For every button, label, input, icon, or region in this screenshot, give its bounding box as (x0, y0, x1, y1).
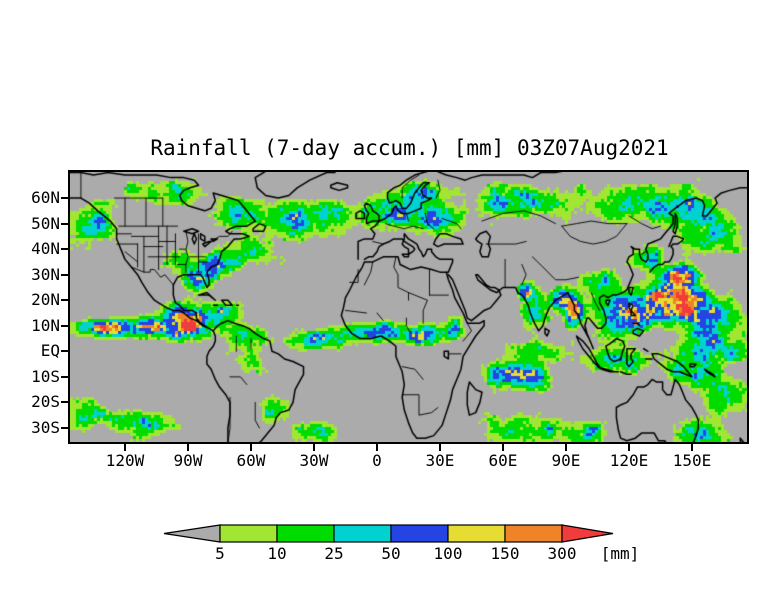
lat-tick-label: EQ (40, 341, 60, 361)
colorbar-level-label: 5 (215, 544, 225, 563)
colorbar-bin (390, 524, 449, 543)
lon-tick-label: 90W (173, 451, 203, 470)
lat-tick-label: 40N (31, 239, 60, 259)
lat-tick-label: 20S (31, 392, 60, 412)
colorbar-level-label: 100 (433, 544, 463, 563)
rainfall-map-canvas (70, 172, 747, 442)
map-frame (68, 170, 749, 444)
colorbar-level-label: 300 (547, 544, 577, 563)
lat-tick-label: 60N (31, 188, 60, 208)
lon-tick-label: 60E (488, 451, 518, 470)
lat-tick-label: 10N (31, 315, 60, 335)
lon-tick-mark (627, 444, 630, 451)
lat-tick-label: 30S (31, 417, 60, 437)
lat-tick-label: 10S (31, 366, 60, 386)
colorbar-bin (219, 524, 278, 543)
lon-tick-label: 150E (672, 451, 712, 470)
lon-tick-label: 120W (105, 451, 145, 470)
lon-tick-mark (564, 444, 567, 451)
colorbar-bar (163, 524, 614, 543)
colorbar-unit-label: [mm] (600, 544, 640, 563)
colorbar-level-label: 150 (490, 544, 520, 563)
lat-tick-label: 30N (31, 264, 60, 284)
colorbar-bin (276, 524, 335, 543)
lon-tick-mark (124, 444, 127, 451)
lon-tick-mark (690, 444, 693, 451)
lat-tick-label: 50N (31, 213, 60, 233)
colorbar-level-label: 25 (324, 544, 344, 563)
colorbar-bin (447, 524, 506, 543)
colorbar-bin (504, 524, 563, 543)
lon-tick-label: 30W (299, 451, 329, 470)
lon-tick-mark (313, 444, 315, 451)
plot-title: Rainfall (7-day accum.) [mm] 03Z07Aug202… (150, 136, 669, 160)
lon-tick-mark (250, 444, 252, 451)
colorbar-bin (333, 524, 392, 543)
lon-tick-label: 120E (609, 451, 649, 470)
lon-tick-label: 60W (236, 451, 266, 470)
lon-tick-label: 0 (372, 451, 382, 470)
lon-tick-label: 90E (551, 451, 581, 470)
colorbar-legend: 5 10 25 50 100 150 300 [mm] (163, 524, 723, 569)
colorbar-below-arrow (163, 524, 221, 543)
lon-tick-label: 30E (425, 451, 455, 470)
lon-tick-mark (187, 444, 189, 451)
lon-tick-mark (501, 444, 504, 451)
colorbar-level-label: 50 (381, 544, 401, 563)
colorbar-level-label: 10 (267, 544, 287, 563)
lon-tick-mark (376, 444, 378, 451)
lat-tick-label: 20N (31, 290, 60, 310)
colorbar-above-arrow (561, 524, 614, 543)
lon-tick-mark (438, 444, 441, 451)
